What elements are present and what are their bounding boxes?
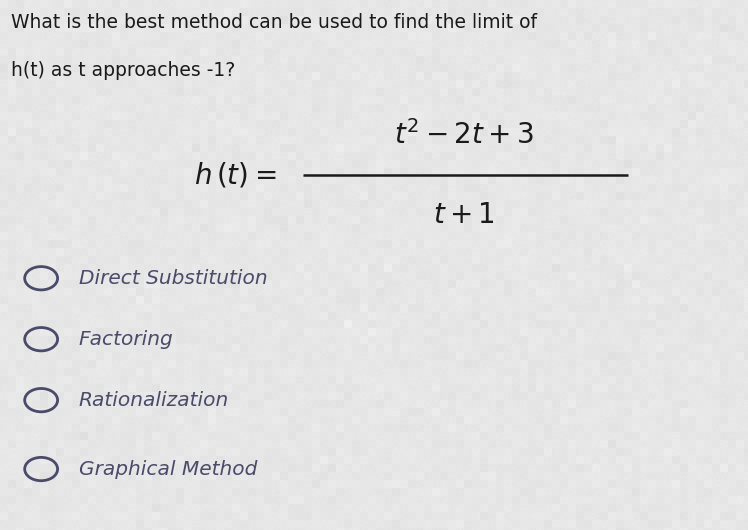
Text: $t^2 - 2t + 3$: $t^2 - 2t + 3$ <box>393 120 534 150</box>
Text: h(t) as t approaches -1?: h(t) as t approaches -1? <box>11 61 236 80</box>
Text: $t + 1$: $t + 1$ <box>433 201 494 228</box>
Text: Graphical Method: Graphical Method <box>79 460 257 479</box>
Text: Factoring: Factoring <box>79 330 174 349</box>
Text: $h\,(t) =$: $h\,(t) =$ <box>194 161 277 189</box>
Text: Rationalization: Rationalization <box>79 391 229 410</box>
Text: Direct Substitution: Direct Substitution <box>79 269 267 288</box>
Text: What is the best method can be used to find the limit of: What is the best method can be used to f… <box>11 13 537 32</box>
